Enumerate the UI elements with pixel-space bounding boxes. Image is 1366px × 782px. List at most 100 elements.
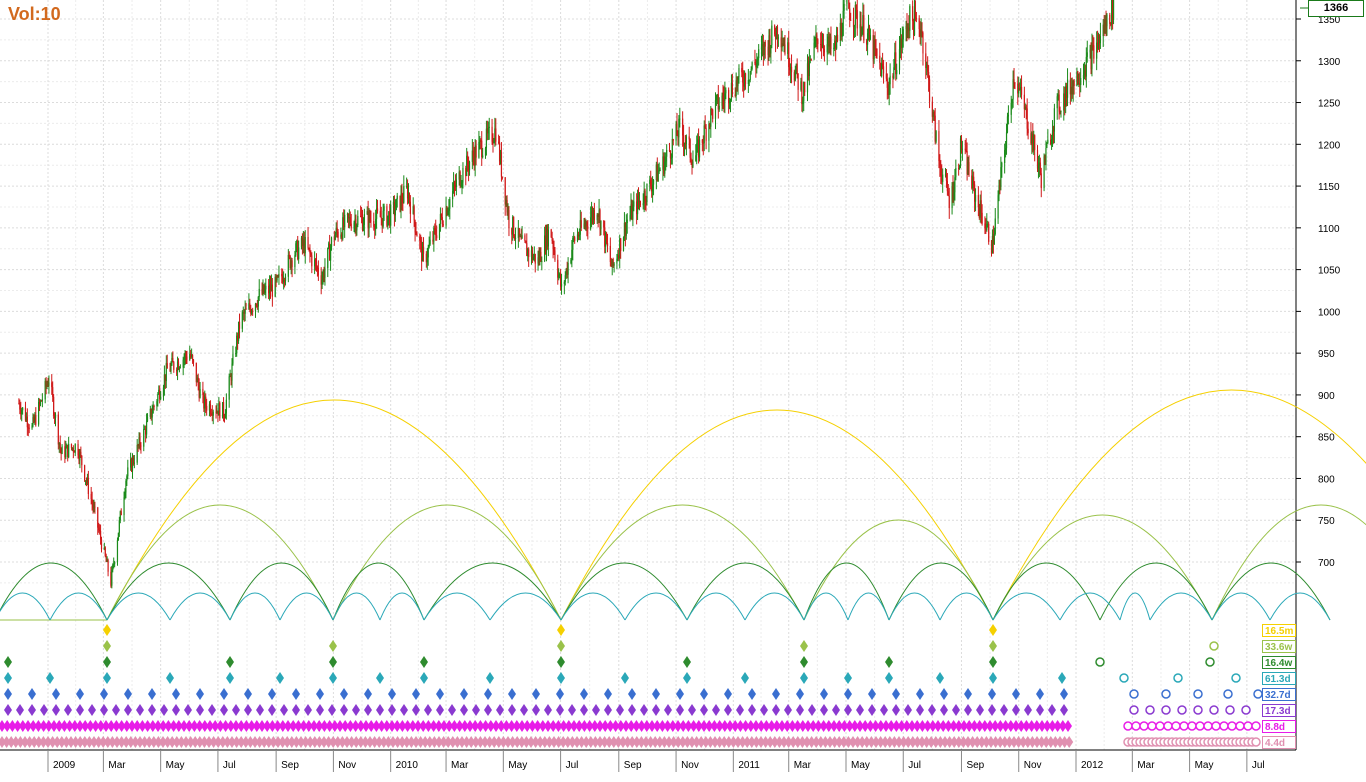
projected-marker bbox=[1235, 721, 1245, 731]
candle-body bbox=[793, 72, 795, 81]
cycle-marker bbox=[284, 720, 292, 732]
candle-body bbox=[295, 243, 297, 256]
cycle-marker bbox=[688, 736, 696, 748]
arc-61-3d bbox=[888, 592, 941, 621]
candle-body bbox=[202, 388, 204, 395]
candle-body bbox=[163, 374, 166, 388]
candle-body bbox=[308, 247, 310, 249]
candle-body bbox=[28, 427, 30, 429]
candle-body bbox=[1103, 24, 1105, 34]
candle-body bbox=[651, 186, 653, 192]
candle-body bbox=[145, 421, 148, 435]
candle-body bbox=[261, 288, 263, 294]
cycle-marker bbox=[614, 736, 623, 748]
candle-body bbox=[724, 93, 726, 102]
candle-body bbox=[38, 402, 41, 405]
cycle-marker bbox=[226, 720, 235, 732]
candle-body bbox=[254, 303, 257, 311]
candle-body bbox=[526, 243, 528, 257]
cycle-marker bbox=[57, 736, 66, 748]
cycle-marker bbox=[580, 720, 589, 732]
candle-body bbox=[625, 223, 627, 236]
candle-body bbox=[520, 235, 522, 239]
candle-body bbox=[741, 68, 743, 73]
candle-body bbox=[481, 140, 483, 158]
candle-body bbox=[881, 63, 883, 77]
cycle-marker bbox=[570, 720, 578, 732]
cycle-marker bbox=[1012, 688, 1020, 700]
cycle-marker bbox=[108, 736, 117, 748]
arc-61-3d bbox=[423, 592, 491, 621]
candle-body bbox=[598, 210, 600, 217]
x-tick-label: Mar bbox=[794, 760, 812, 771]
candle-body bbox=[863, 15, 865, 41]
cycle-marker bbox=[149, 736, 158, 748]
cycle-marker bbox=[76, 720, 84, 732]
candle-body bbox=[730, 82, 733, 99]
candle-body bbox=[873, 39, 875, 60]
candle-body bbox=[514, 237, 517, 239]
cycle-marker bbox=[393, 720, 402, 732]
candle-body bbox=[176, 361, 179, 372]
candle-body bbox=[232, 354, 234, 364]
cycle-marker bbox=[688, 704, 696, 716]
cycle-marker bbox=[460, 688, 468, 700]
candle-body bbox=[545, 228, 548, 252]
cycle-marker bbox=[439, 736, 448, 748]
candle-body bbox=[533, 253, 535, 257]
candle-body bbox=[1109, 14, 1111, 24]
candle-body bbox=[1026, 108, 1028, 129]
cycle-marker bbox=[280, 704, 288, 716]
candle-body bbox=[337, 231, 339, 238]
cycle-marker bbox=[517, 736, 526, 748]
candle-body bbox=[1031, 133, 1033, 144]
candle-body bbox=[160, 396, 162, 400]
candle-body bbox=[875, 48, 877, 50]
candle-body bbox=[282, 276, 284, 283]
cycle-marker bbox=[7, 736, 16, 748]
candle-body bbox=[899, 38, 902, 50]
candle-body bbox=[159, 389, 161, 400]
x-tick-label: 2009 bbox=[53, 760, 76, 771]
cycle-marker bbox=[1060, 688, 1068, 700]
candle-body bbox=[644, 190, 646, 202]
x-tick-label: Mar bbox=[108, 760, 126, 771]
cycle-marker bbox=[871, 720, 880, 732]
cycle-marker bbox=[568, 704, 576, 716]
candle-body bbox=[808, 60, 810, 77]
cycle-marker bbox=[557, 624, 565, 636]
candle-body bbox=[409, 201, 411, 214]
projected-marker bbox=[1203, 721, 1213, 731]
cycle-marker bbox=[264, 736, 273, 748]
candle-body bbox=[114, 562, 116, 564]
candle-body bbox=[862, 15, 864, 28]
cycle-marker bbox=[419, 720, 428, 732]
candle-body bbox=[705, 127, 707, 141]
cycle-markers bbox=[0, 624, 1263, 748]
candle-body bbox=[834, 40, 836, 48]
cycle-marker bbox=[30, 736, 39, 748]
candle-body bbox=[480, 140, 482, 142]
candle-body bbox=[84, 465, 86, 481]
candle-body bbox=[882, 63, 884, 67]
candle-body bbox=[407, 193, 410, 199]
candle-body bbox=[882, 66, 885, 74]
cycle-marker bbox=[652, 704, 660, 716]
candle-body bbox=[408, 193, 411, 202]
candle-body bbox=[19, 403, 21, 410]
cycle-marker bbox=[720, 736, 729, 748]
cycle-marker bbox=[897, 720, 906, 732]
candle-body bbox=[885, 73, 887, 79]
cycle-marker bbox=[445, 720, 454, 732]
cycle-marker bbox=[678, 736, 687, 748]
cycle-marker bbox=[136, 736, 144, 748]
cycle-marker bbox=[1014, 736, 1023, 748]
cycle-marker bbox=[856, 704, 864, 716]
cycle-marker bbox=[528, 720, 537, 732]
candle-body bbox=[921, 30, 923, 33]
cycle-marker bbox=[1053, 720, 1062, 732]
projected-marker bbox=[1231, 673, 1241, 683]
cycle-marker bbox=[580, 688, 588, 700]
cycle-marker bbox=[376, 704, 384, 716]
cycle-marker bbox=[783, 720, 792, 732]
